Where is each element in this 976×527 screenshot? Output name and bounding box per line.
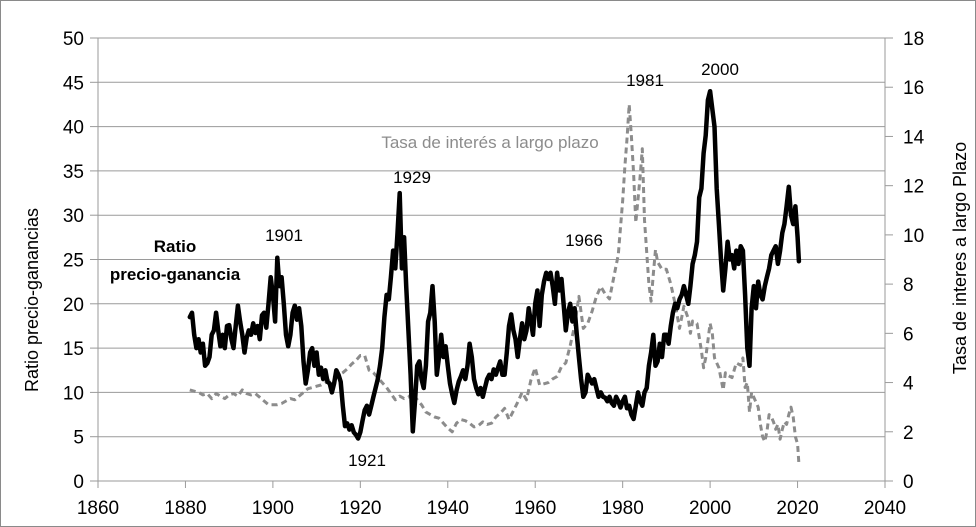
y-tick-label: 40 xyxy=(63,118,84,139)
x-axis-ticks: 1860 1880 1900 1920 1940 1960 1980 2000 2020 2040 xyxy=(77,498,906,519)
y-tick-label: 35 xyxy=(63,162,84,183)
annotation-1929: 1929 xyxy=(393,168,431,187)
annotation-1901: 1901 xyxy=(265,226,303,245)
y-tick-label: 20 xyxy=(63,295,84,316)
x-tick-label: 1860 xyxy=(77,498,119,519)
y2-tick-label: 6 xyxy=(903,324,914,345)
x-tick-label: 1920 xyxy=(339,498,381,519)
annotation-1966: 1966 xyxy=(565,231,603,250)
y2-tick-label: 0 xyxy=(903,472,914,493)
x-tick-label: 2040 xyxy=(864,498,906,519)
y-axis-right-title: Tasa de interes a largo Plazo xyxy=(950,142,970,374)
y2-tick-label: 8 xyxy=(903,275,914,296)
y-tick-label: 45 xyxy=(63,73,84,94)
x-tick-label: 1940 xyxy=(427,498,469,519)
rate-series-label: Tasa de interés a largo plazo xyxy=(381,133,598,152)
y2-tick-label: 16 xyxy=(903,78,924,99)
annotation-1921: 1921 xyxy=(348,451,386,470)
x-tick-label: 1980 xyxy=(602,498,644,519)
x-tick-label: 1960 xyxy=(514,498,556,519)
y2-tick-label: 12 xyxy=(903,177,924,198)
gridlines xyxy=(98,37,885,438)
y-axis-left-ticks: 0 5 10 15 20 25 30 35 40 45 50 xyxy=(63,29,84,493)
y-tick-label: 0 xyxy=(73,472,84,493)
y-tick-label: 5 xyxy=(73,428,84,449)
interest-rate-series xyxy=(189,102,801,464)
pe-ratio-series xyxy=(187,88,802,441)
annotation-1981: 1981 xyxy=(626,71,664,90)
annotation-2000: 2000 xyxy=(701,60,739,79)
y-axis-left-title: Ratio precio-ganancias xyxy=(22,208,42,392)
x-tick-label: 1900 xyxy=(252,498,294,519)
y-tick-label: 10 xyxy=(63,383,84,404)
y-tick-label: 25 xyxy=(63,251,84,272)
x-tick-label: 1880 xyxy=(164,498,206,519)
y2-tick-label: 14 xyxy=(903,127,925,148)
pe-series-label-line1: Ratio xyxy=(154,237,197,256)
y-tick-label: 30 xyxy=(63,206,84,227)
y2-tick-label: 10 xyxy=(903,226,924,247)
y-axis-right-ticks: 0 2 4 6 8 10 12 14 16 18 xyxy=(903,29,925,493)
y-tick-label: 50 xyxy=(63,29,84,50)
y2-tick-label: 2 xyxy=(903,423,914,444)
axes xyxy=(90,37,893,488)
pe-series-label-line2: precio-ganancia xyxy=(110,265,241,284)
x-tick-label: 2000 xyxy=(689,498,731,519)
y2-tick-label: 4 xyxy=(903,374,914,395)
x-tick-label: 2020 xyxy=(776,498,818,519)
y-tick-label: 15 xyxy=(63,339,84,360)
y2-tick-label: 18 xyxy=(903,29,924,50)
